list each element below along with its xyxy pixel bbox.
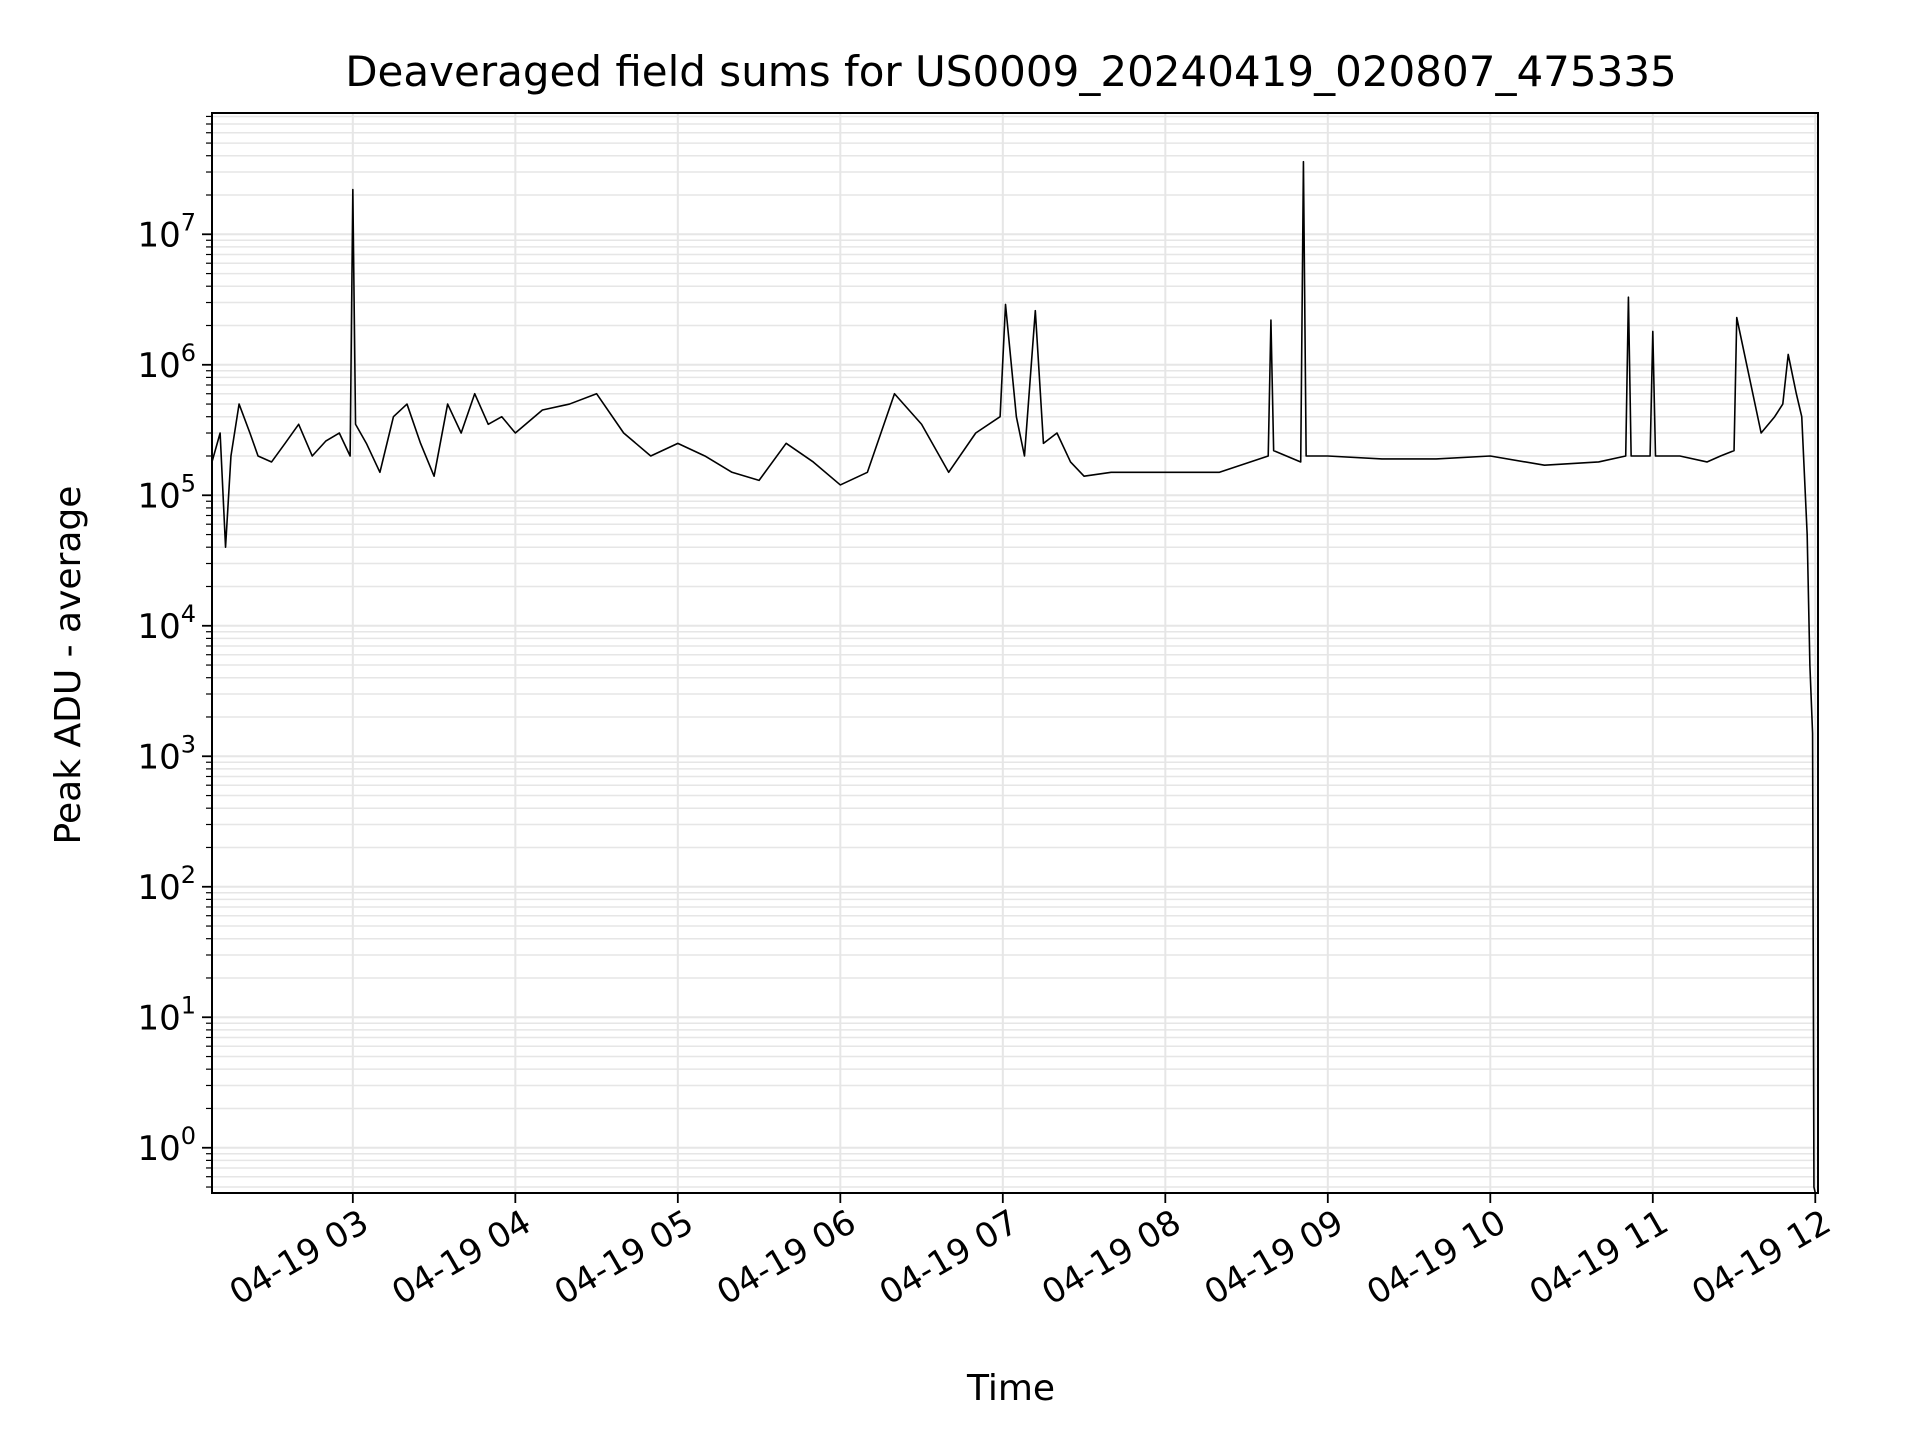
y-tick-label: 106 xyxy=(137,339,196,386)
y-tick-label: 107 xyxy=(137,208,196,255)
y-tick-label: 104 xyxy=(137,600,196,647)
chart-title: Deaveraged field sums for US0009_2024041… xyxy=(345,47,1677,96)
y-tick-label: 103 xyxy=(137,730,196,777)
y-tick-label: 105 xyxy=(137,469,196,516)
y-axis-label: Peak ADU - average xyxy=(48,486,89,845)
series-line xyxy=(211,160,1817,1194)
y-tick-label: 102 xyxy=(137,861,196,908)
x-axis-label: Time xyxy=(966,1368,1055,1409)
axes-frame xyxy=(211,112,1819,1194)
y-tick-label: 100 xyxy=(137,1122,196,1169)
y-tick-label: 101 xyxy=(137,991,196,1038)
